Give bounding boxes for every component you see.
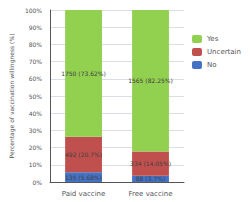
svg-text:No: No [207,61,217,69]
svg-text:135 (5.68%): 135 (5.68%) [65,174,102,181]
svg-text:50%: 50% [29,93,43,100]
svg-text:Free vaccine: Free vaccine [129,190,173,198]
svg-text:Paid vaccine: Paid vaccine [62,190,106,198]
svg-text:1750 (73.62%): 1750 (73.62%) [61,70,106,77]
svg-text:20%: 20% [29,144,43,151]
svg-text:100%: 100% [25,7,42,14]
svg-text:60%: 60% [29,75,43,82]
svg-text:1565 (82.25%): 1565 (82.25%) [128,77,173,84]
svg-text:492 (20.7%): 492 (20.7%) [65,151,102,158]
svg-text:334 (14.05%): 334 (14.05%) [130,160,171,167]
svg-text:40%: 40% [29,110,43,117]
svg-text:Yes: Yes [206,35,219,43]
svg-text:0%: 0% [33,179,43,186]
svg-text:80%: 80% [29,41,43,48]
svg-text:90%: 90% [29,24,43,31]
svg-text:30%: 30% [29,127,43,134]
svg-text:Percentage of vaccination will: Percentage of vaccination willingness (%… [8,34,16,159]
svg-text:70%: 70% [29,58,43,65]
svg-text:Uncertain: Uncertain [207,48,241,56]
svg-text:88 (3.7%): 88 (3.7%) [136,175,165,182]
svg-text:10%: 10% [29,161,43,168]
